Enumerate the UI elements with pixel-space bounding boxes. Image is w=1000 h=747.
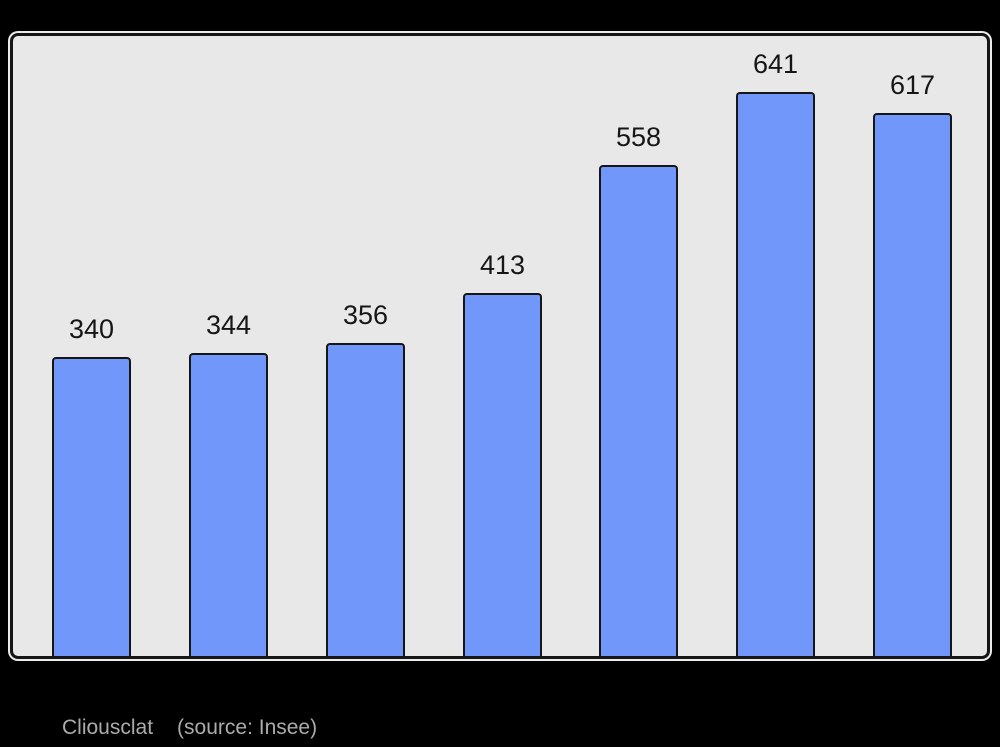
bar xyxy=(873,113,952,656)
bar-value-label: 413 xyxy=(479,250,526,280)
bar-value-label: 344 xyxy=(205,310,252,340)
bar xyxy=(326,343,405,656)
bar xyxy=(599,165,678,656)
bar-value-label: 617 xyxy=(889,70,936,100)
bar-value-label: 641 xyxy=(752,49,799,79)
plot-area: 340 344 356 413 558 641 617 xyxy=(10,33,990,659)
bar xyxy=(52,357,131,656)
bar-value-label: 356 xyxy=(342,300,389,330)
bar-value-label: 558 xyxy=(615,122,662,152)
commune-name: Cliousclat xyxy=(62,716,154,739)
chart-caption: Cliousclat (source: Insee) xyxy=(62,715,317,740)
source-note: (source: Insee) xyxy=(177,716,318,739)
bar xyxy=(189,353,268,656)
bar xyxy=(736,92,815,656)
bar xyxy=(463,293,542,656)
bar-value-label: 340 xyxy=(68,314,115,344)
bars-container: 340 344 356 413 558 641 617 xyxy=(13,36,987,656)
